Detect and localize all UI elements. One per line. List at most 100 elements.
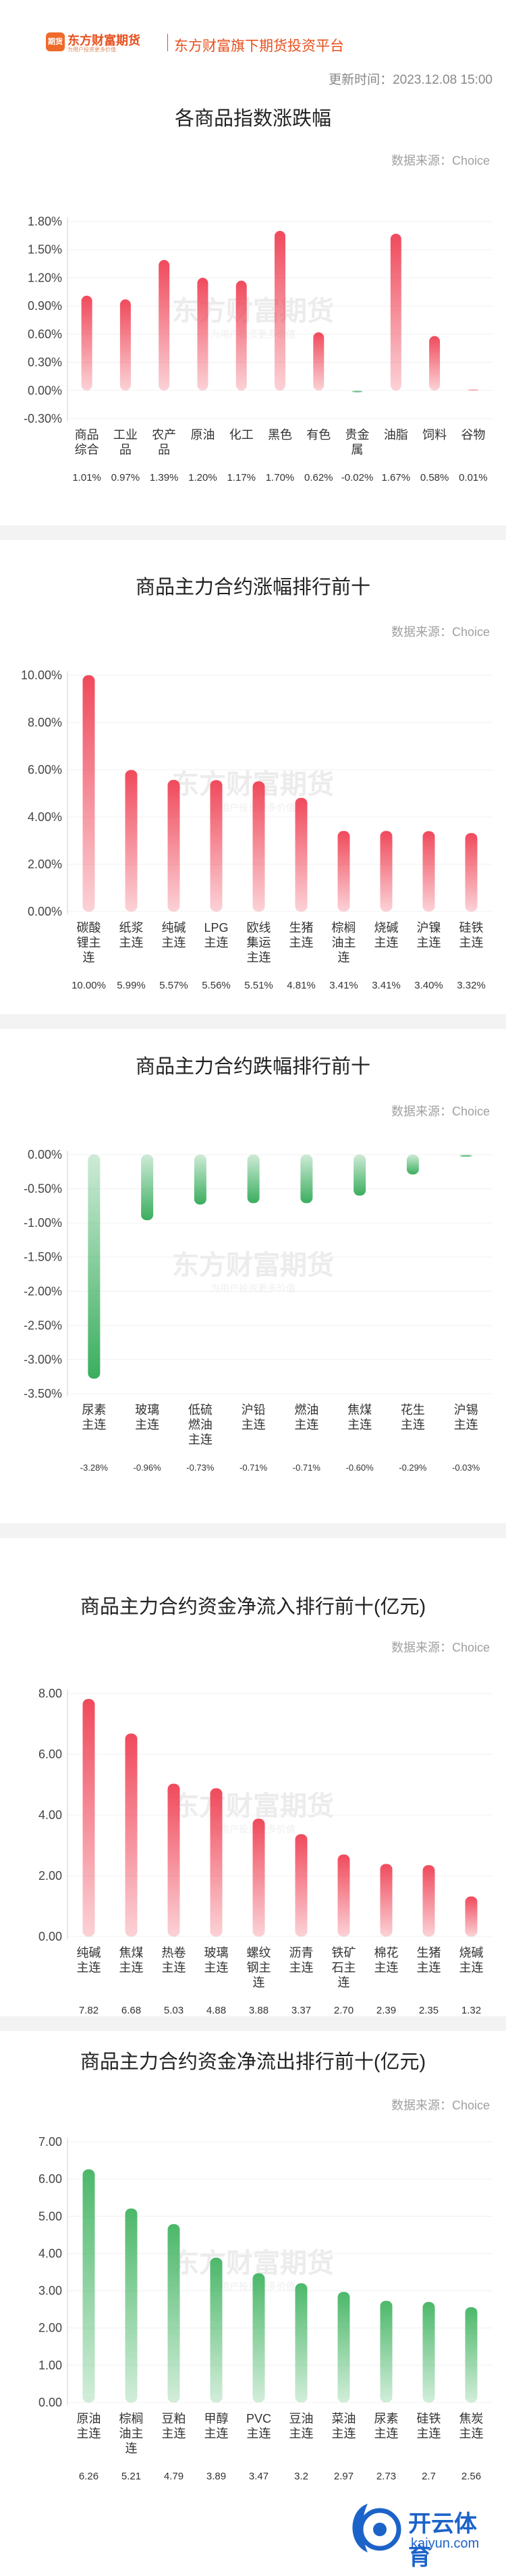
bar xyxy=(210,1788,223,1937)
data-label: 6.68 xyxy=(121,2005,141,2016)
chart-svg: 东方财富期货为用户投资更多价值8.006.004.002.000.00纯碱主连7… xyxy=(38,1687,493,2016)
data-label: 3.47 xyxy=(249,2471,269,2482)
x-tick-label: 连 xyxy=(125,2442,138,2455)
x-tick-label: PVC xyxy=(246,2412,271,2425)
bar xyxy=(380,1864,393,1937)
data-label: -0.73% xyxy=(186,1463,215,1473)
data-source: 数据来源：Choice xyxy=(391,1105,490,1118)
bar xyxy=(194,1155,206,1205)
x-tick-label: 生猪 xyxy=(289,921,314,935)
y-tick-label: 1.00 xyxy=(38,2359,62,2372)
bar xyxy=(465,2307,478,2402)
x-tick-label: 豆粕 xyxy=(162,2412,186,2425)
x-tick-label: 沪铅 xyxy=(242,1403,266,1417)
x-tick-label: 主连 xyxy=(374,1961,399,1974)
bar xyxy=(337,2292,350,2402)
bar xyxy=(468,389,479,391)
page-header: 期货 东方财富期货 为用户投资更多价值 东方财富旗下期货投资平台 xyxy=(0,0,506,62)
bar xyxy=(390,234,401,391)
watermark-text: 东方财富期货 xyxy=(172,2249,334,2278)
y-tick-label: 2.00 xyxy=(38,1869,62,1883)
x-tick-label: 沥青 xyxy=(289,1946,314,1960)
data-label: 3.2 xyxy=(294,2471,308,2482)
bar xyxy=(125,1733,138,1937)
data-label: 5.57% xyxy=(159,980,188,991)
bar xyxy=(459,1155,472,1157)
chart-svg: 东方财富期货为用户投资更多价值1.80%1.50%1.20%0.90%0.60%… xyxy=(24,215,493,483)
watermark-text: 东方财富期货 xyxy=(172,296,334,326)
bar xyxy=(167,780,180,912)
x-tick-label: 主连 xyxy=(162,2427,186,2440)
x-tick-label: 焦煤 xyxy=(347,1403,372,1417)
bar xyxy=(295,797,308,912)
data-label: 4.88 xyxy=(206,2005,226,2016)
x-tick-label: 贵金 xyxy=(345,428,370,442)
badge-logo-icon xyxy=(352,2504,401,2552)
bar xyxy=(210,2257,223,2402)
bar xyxy=(295,2283,308,2402)
x-tick-label: 主连 xyxy=(77,2427,101,2440)
x-tick-label: 主连 xyxy=(347,1418,372,1431)
data-label: -0.71% xyxy=(293,1463,321,1473)
x-tick-label: 主连 xyxy=(82,1418,106,1431)
x-tick-label: 主连 xyxy=(119,1961,144,1974)
chart-svg: 东方财富期货为用户投资更多价值7.006.005.004.003.002.001… xyxy=(38,2135,493,2482)
x-tick-label: 玻璃 xyxy=(135,1403,159,1417)
x-tick-label: 主连 xyxy=(162,1961,186,1974)
x-tick-label: 主连 xyxy=(289,936,314,949)
y-tick-label: -1.50% xyxy=(24,1251,62,1264)
data-label: 3.41% xyxy=(329,980,358,991)
chart-top-gainers: 商品主力合约涨幅排行前十 数据来源：Choice 东方财富期货为用户投资更多价值… xyxy=(0,540,506,1013)
x-tick-label: 属 xyxy=(352,443,364,456)
y-tick-label: 1.80% xyxy=(28,215,62,228)
data-label: 0.58% xyxy=(420,472,449,483)
x-tick-label: 棕榈 xyxy=(119,2412,144,2425)
data-label: 4.79 xyxy=(164,2471,184,2482)
x-tick-label: 饲料 xyxy=(422,428,447,442)
x-tick-label: 主连 xyxy=(247,951,271,964)
y-tick-label: 7.00 xyxy=(38,2135,62,2149)
bar xyxy=(380,831,393,912)
x-tick-label: 油脂 xyxy=(384,428,408,442)
x-tick-label: 主连 xyxy=(459,936,484,949)
bar xyxy=(125,770,138,912)
bar xyxy=(422,1865,435,1937)
y-tick-label: -3.00% xyxy=(24,1352,62,1366)
section-divider xyxy=(0,1014,506,1029)
x-tick-label: 主连 xyxy=(242,1418,266,1431)
data-label: 2.56 xyxy=(461,2471,481,2482)
x-tick-label: 主连 xyxy=(294,1418,318,1431)
x-tick-label: 生猪 xyxy=(417,1946,441,1960)
data-label: 1.67% xyxy=(382,472,411,483)
x-tick-label: 石主 xyxy=(332,1961,356,1974)
bar xyxy=(313,332,325,391)
data-label: 5.21 xyxy=(121,2471,141,2482)
x-tick-label: 主连 xyxy=(204,1961,229,1974)
x-tick-label: 主连 xyxy=(454,1418,478,1431)
data-label: -0.02% xyxy=(341,472,374,483)
data-label: 3.40% xyxy=(414,980,443,991)
bar xyxy=(82,2169,95,2402)
footer-badge: 开云体育 kaiyun.com xyxy=(341,2490,496,2570)
brand-slogan: 为用户投资更多价值 xyxy=(67,47,116,53)
y-tick-label: 1.50% xyxy=(28,243,62,257)
y-tick-label: 8.00 xyxy=(38,1687,62,1700)
y-tick-label: 10.00% xyxy=(21,668,62,682)
x-tick-label: 有色 xyxy=(306,428,331,442)
x-tick-label: 螺纹 xyxy=(247,1946,271,1960)
x-tick-label: 尿素 xyxy=(82,1403,106,1417)
x-tick-label: 碳酸 xyxy=(77,921,101,935)
x-tick-label: 连 xyxy=(83,951,95,964)
y-tick-label: -2.00% xyxy=(24,1284,62,1298)
data-label: -0.71% xyxy=(240,1463,268,1473)
data-label: 1.39% xyxy=(150,472,179,483)
data-source: 数据来源：Choice xyxy=(391,625,490,639)
x-tick-label: 锂主 xyxy=(77,936,101,949)
bar xyxy=(300,1155,313,1203)
data-label: 4.81% xyxy=(287,980,316,991)
bar xyxy=(141,1155,154,1221)
bar xyxy=(252,781,265,912)
bar xyxy=(159,260,170,391)
chart-net-inflow: 商品主力合约资金净流入排行前十(亿元) 数据来源：Choice 东方财富期货为用… xyxy=(0,1538,506,2024)
